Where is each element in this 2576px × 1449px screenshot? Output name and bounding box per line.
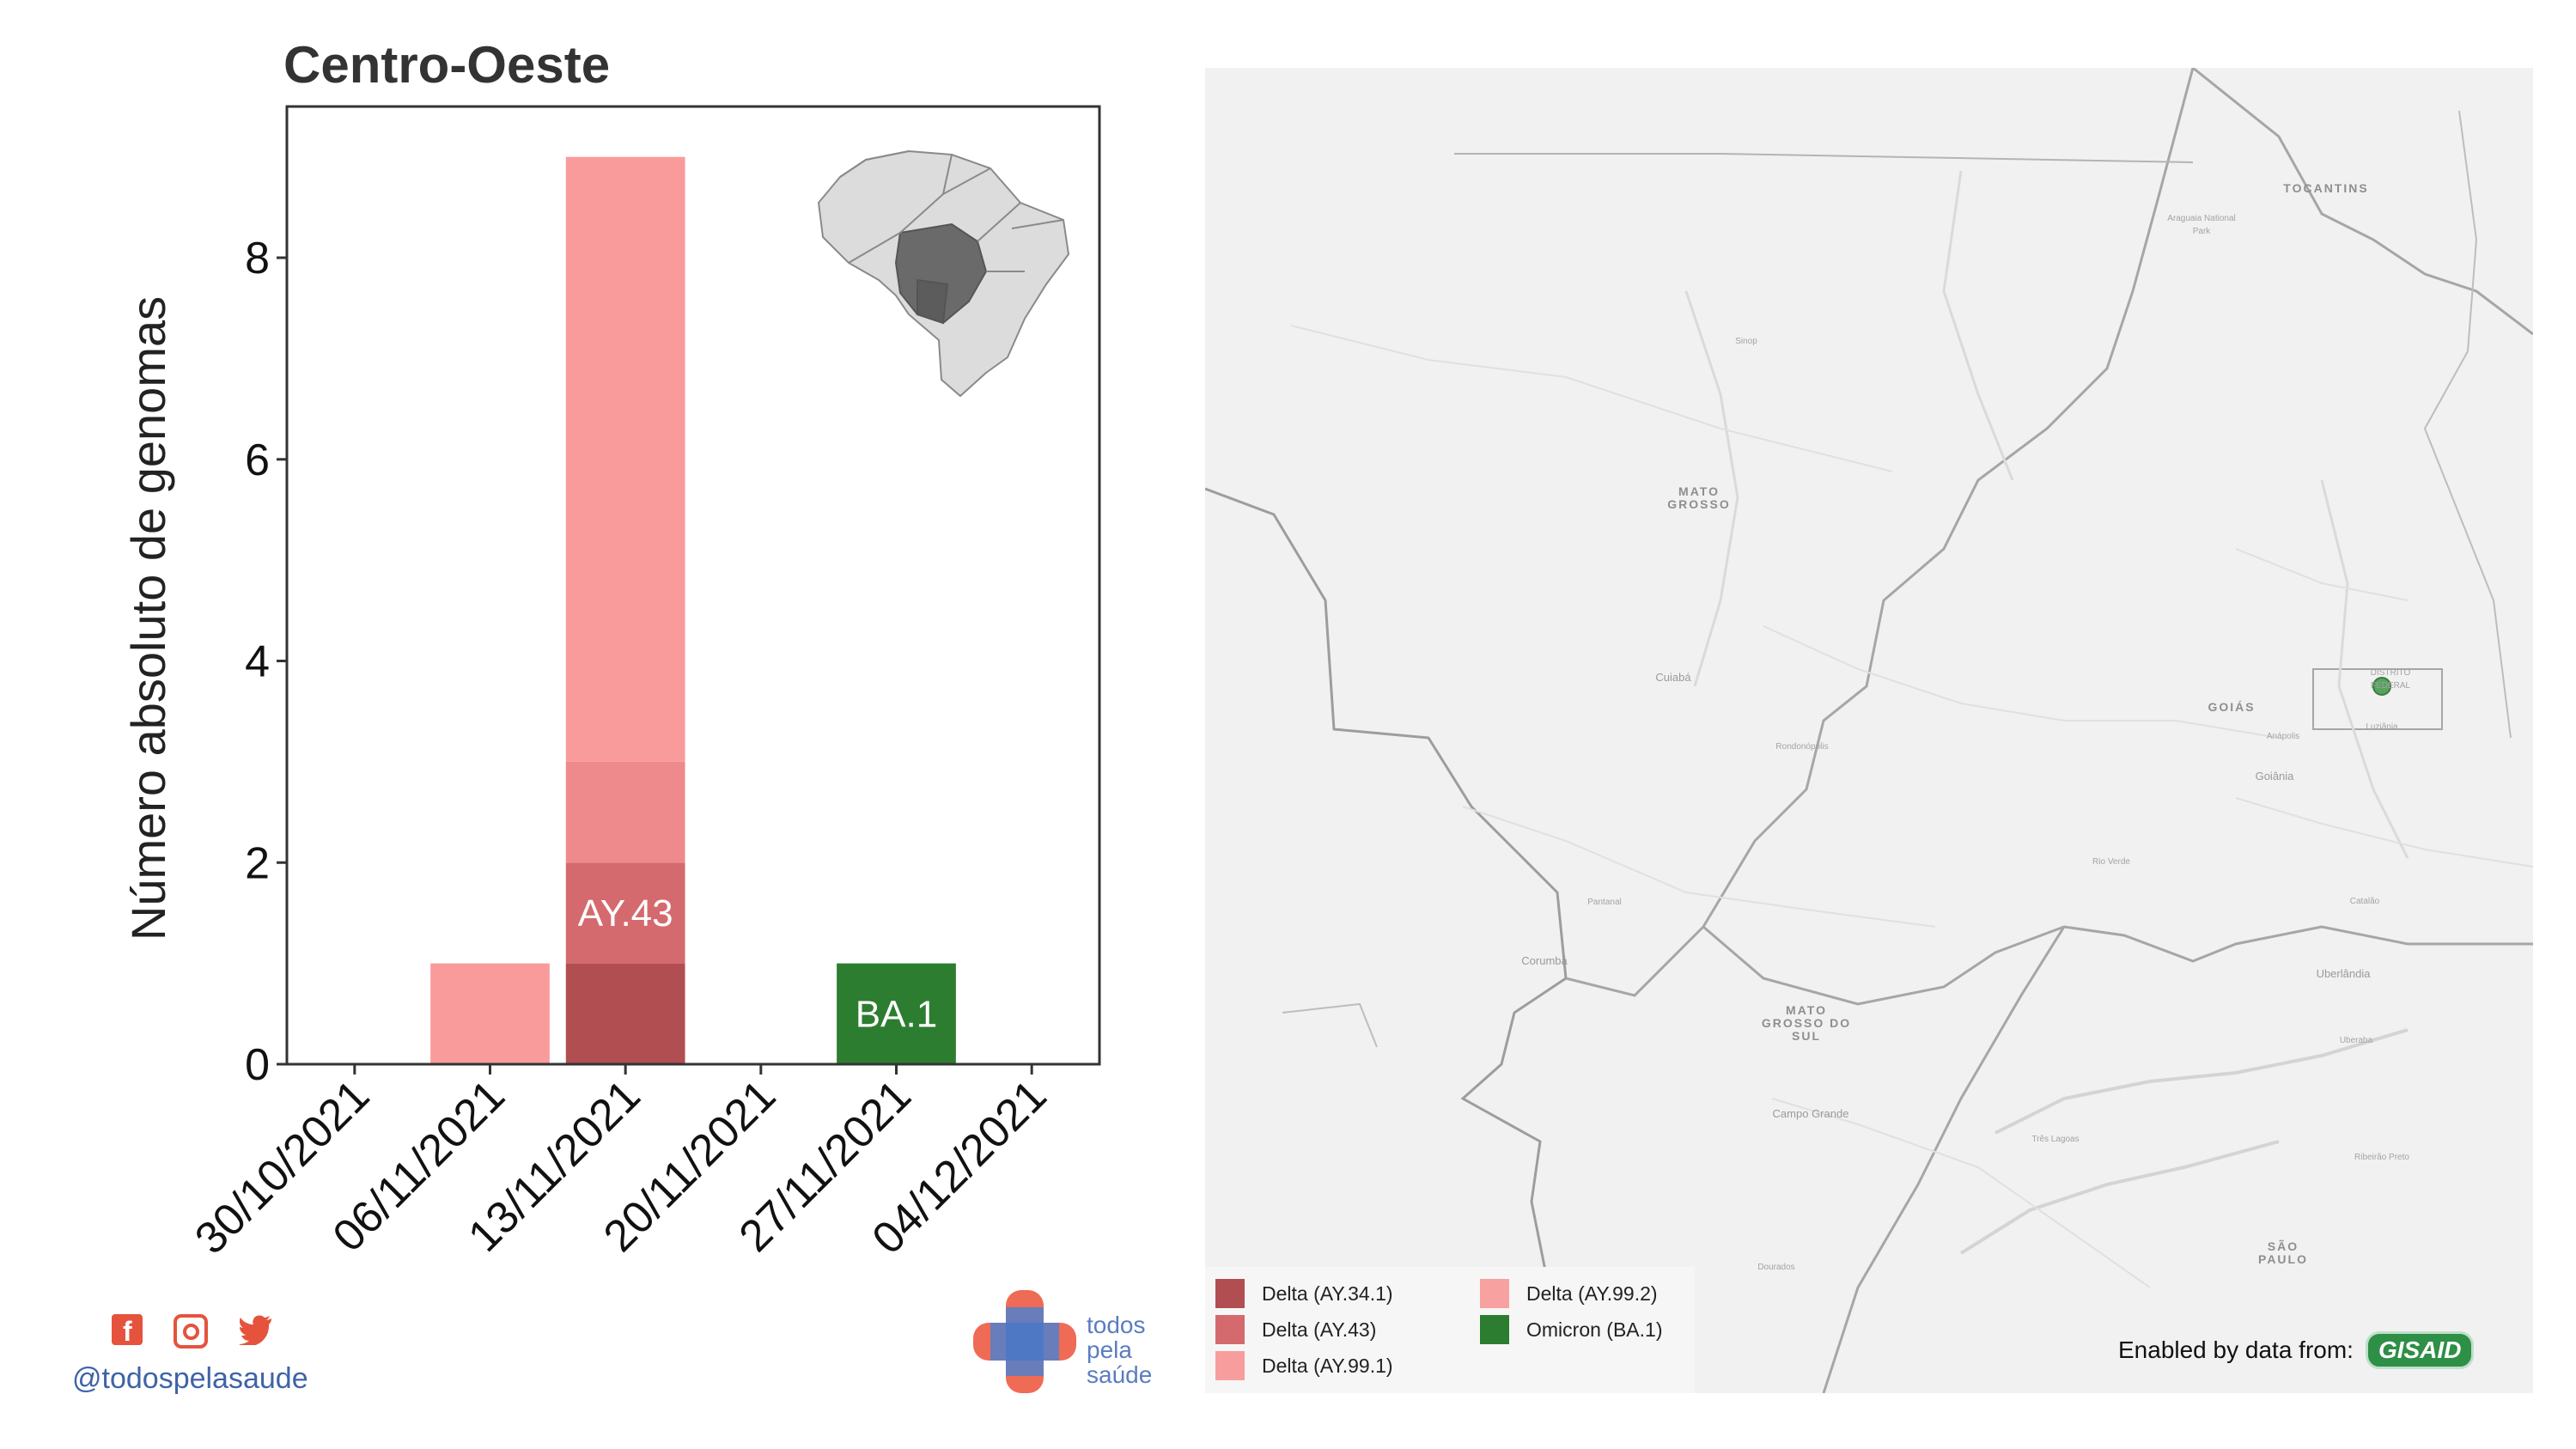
map-label-ribeirao-preto: Ribeirão Preto [2354,1153,2409,1162]
bar-annotation-1: BA.1 [856,993,937,1035]
facebook-icon[interactable]: f [112,1314,143,1347]
instagram-icon[interactable] [174,1314,208,1349]
map-panel[interactable]: MATO GROSSO MATO GROSSO DO SUL GOIÁS TOC… [1205,68,2533,1393]
plot-frame [285,105,1101,1066]
legend-item-ay99-1: Delta (AY.99.1) [1215,1351,1393,1380]
map-label-sinop: Sinop [1735,337,1757,346]
map-label-tres-lagoas: Três Lagoas [2031,1135,2080,1144]
map-label-cuiaba: Cuiabá [1655,671,1691,684]
map-label-luziania: Luziânia [2366,722,2398,732]
social-links: f @todospelasaude [72,1314,308,1396]
map-label-catalao: Catalão [2349,897,2380,906]
map-label-mato-grosso-do-sul: MATO GROSSO DO SUL [1761,1003,1852,1043]
map-label-uberaba: Uberaba [2339,1036,2373,1045]
y-axis-label: Número absoluto de genomas [121,296,175,941]
bar-13-11-2021-series-3 [565,156,685,762]
legend-swatch [1480,1279,1509,1308]
map-label-anapolis: Anápolis [2266,732,2300,741]
todos-pela-saude-wordmark: todos pela saúde [1087,1312,1152,1387]
map-label-goias: GOIÁS [2208,700,2256,714]
bar-13-11-2021-series-1 [565,862,685,964]
y-tick-label: 4 [245,637,270,687]
distrito-federal-marker [2372,677,2391,696]
map-label-uberlandia: Uberlândia [2316,967,2371,980]
y-tick-label: 2 [245,838,270,888]
legend-label: Delta (AY.34.1) [1262,1282,1393,1305]
legend-swatch [1215,1351,1245,1380]
bar-13-11-2021-series-0 [565,963,685,1064]
social-handle[interactable]: @todospelasaude [72,1362,308,1395]
gisaid-logo[interactable]: GISAID [2365,1331,2475,1369]
legend-label: Delta (AY.43) [1262,1318,1377,1341]
legend-item-ay34-1: Delta (AY.34.1) [1215,1279,1393,1308]
map-label-distrito-federal: DISTRITO FEDERAL [2370,668,2411,691]
brand-line-2: pela [1087,1336,1132,1363]
chart: Centro-Oeste Número absoluto de genomas … [121,36,1101,1264]
legend-swatch [1480,1315,1509,1344]
brazil-inset-map [817,149,1070,398]
legend-swatch [1215,1279,1245,1308]
map-label-rondonopolis: Rondonópolis [1775,742,1829,752]
bar-13-11-2021-series-2 [565,761,685,863]
map-label-pantanal: Pantanal [1587,898,1622,907]
gisaid-text: Enabled by data from: [2118,1336,2354,1363]
bar-annotation-0: AY.43 [578,892,673,935]
map-label-araguaia: Araguaia National Park [2167,214,2236,236]
legend-label: Delta (AY.99.1) [1262,1354,1393,1377]
map-label-sao-paulo: SÃO PAULO [2258,1239,2308,1266]
map-label-tocantins: TOCANTINS [2283,181,2369,195]
legend-item-ay99-2: Delta (AY.99.2) [1480,1279,1658,1308]
chart-title: Centro-Oeste [283,36,610,94]
legend-item-ba1: Omicron (BA.1) [1480,1315,1662,1344]
bar-06-11-2021-series-3 [430,963,550,1064]
twitter-icon[interactable] [239,1314,273,1347]
brand-line-3: saúde [1087,1361,1153,1388]
legend-swatch [1215,1315,1245,1344]
y-tick-label: 0 [245,1040,270,1090]
map-label-goiania: Goiânia [2255,770,2294,782]
legend-item-ay43: Delta (AY.43) [1215,1315,1376,1344]
y-tick-label: 6 [245,435,270,485]
map-label-campo-grande: Campo Grande [1772,1107,1849,1120]
brand-line-1: todos [1087,1312,1146,1338]
map-legend: Delta (AY.34.1) Delta (AY.43) Delta (AY.… [1205,1267,1695,1393]
map-label-rio-verde: Rio Verde [2092,857,2130,867]
todos-pela-saude-logo-icon [973,1290,1076,1393]
map-label-dourados: Dourados [1757,1263,1795,1272]
map-background [1205,68,2533,1393]
map-label-mato-grosso: MATO GROSSO [1667,484,1731,511]
y-tick-label: 8 [245,234,270,283]
map-label-corumba: Corumbá [1521,954,1568,967]
legend-label: Delta (AY.99.2) [1526,1282,1658,1305]
gisaid-attribution: Enabled by data from: GISAID [2118,1331,2475,1369]
legend-label: Omicron (BA.1) [1526,1318,1663,1341]
bar-27-11-2021-series-4 [837,963,956,1064]
